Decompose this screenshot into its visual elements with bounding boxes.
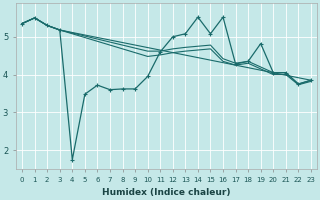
X-axis label: Humidex (Indice chaleur): Humidex (Indice chaleur) bbox=[102, 188, 231, 197]
